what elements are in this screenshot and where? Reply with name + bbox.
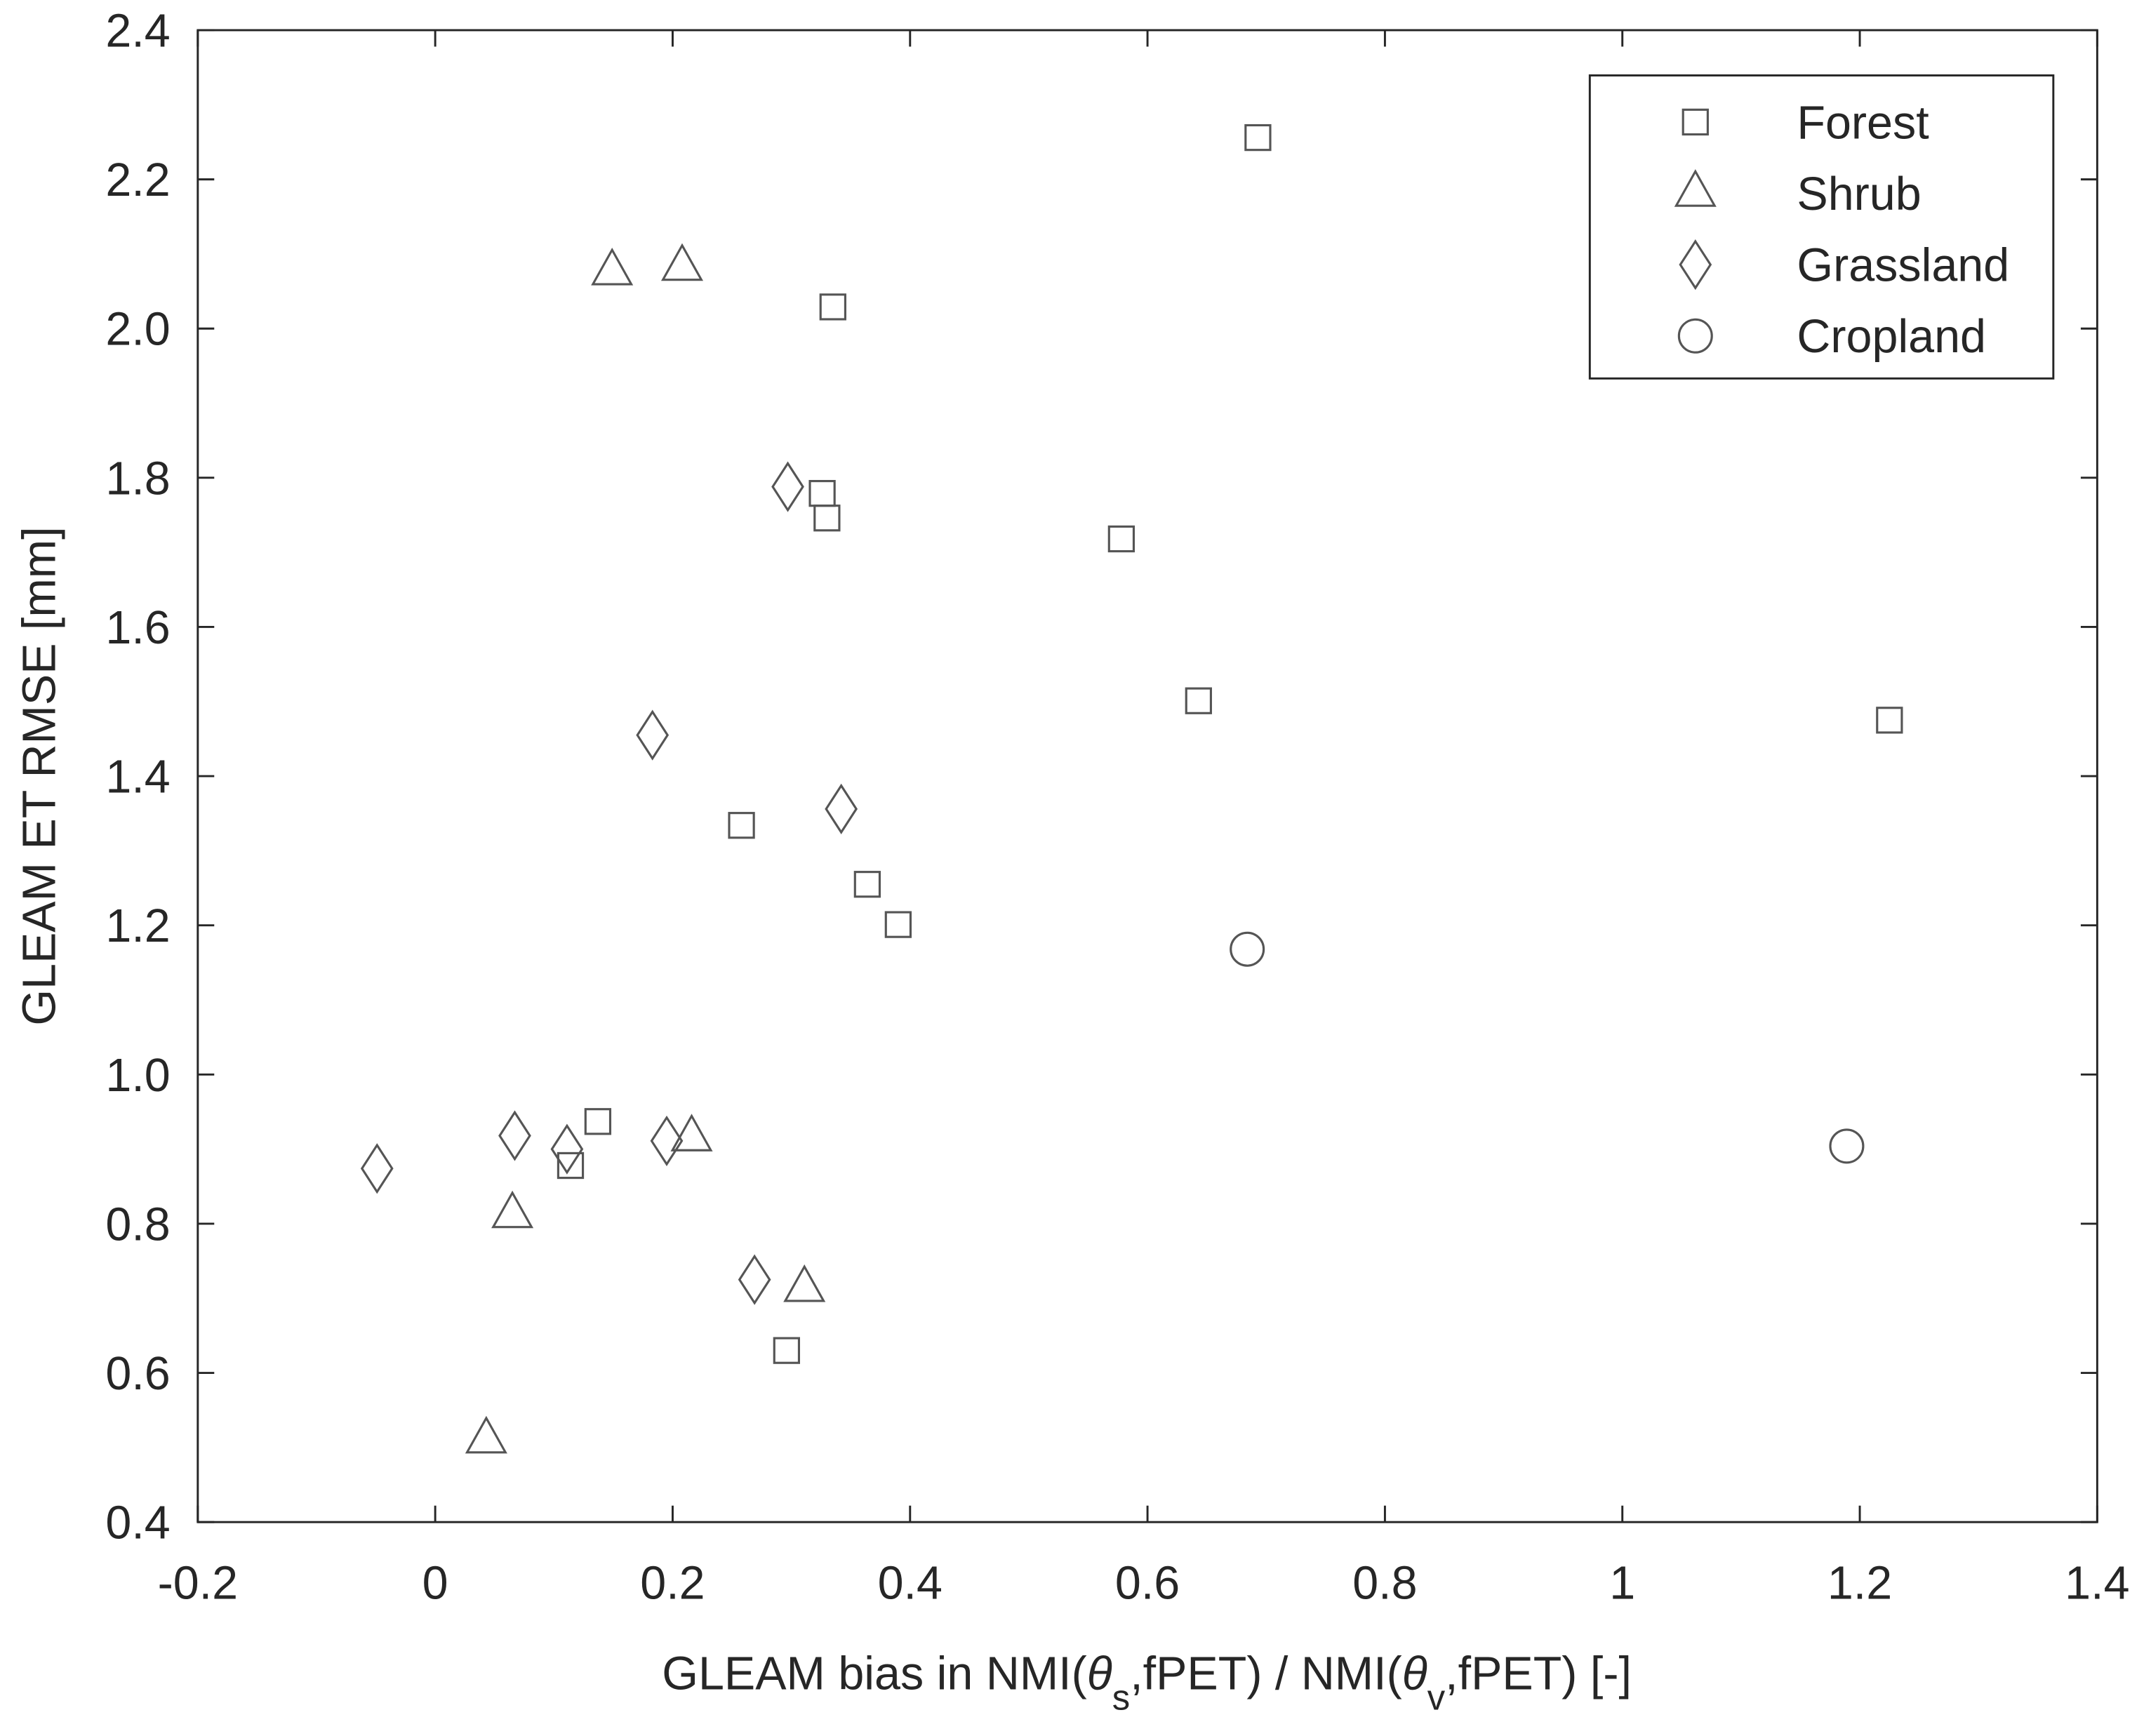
x-label-part: θ — [1087, 1648, 1112, 1700]
x-tick-label: 0.4 — [878, 1558, 943, 1610]
data-point — [853, 871, 881, 898]
data-point — [1107, 525, 1136, 553]
data-point — [1185, 687, 1212, 714]
x-label-part: GLEAM bias in NMI( — [662, 1648, 1086, 1700]
y-tick-label: 0.4 — [105, 1497, 170, 1549]
y-tick-label: 1.8 — [105, 453, 170, 505]
y-tick-label: 1.2 — [105, 900, 170, 952]
x-label-part: v — [1427, 1677, 1446, 1717]
y-tick-label: 2.0 — [105, 304, 170, 356]
data-point — [771, 461, 804, 512]
x-label-part: θ — [1402, 1648, 1427, 1700]
x-label-part: ,fPET) / NMI( — [1130, 1648, 1402, 1700]
data-point — [1244, 123, 1272, 152]
legend-marker — [1679, 239, 1712, 291]
data-point — [1230, 931, 1265, 967]
x-tick-label: -0.2 — [158, 1558, 238, 1610]
y-tick-label: 0.8 — [105, 1198, 170, 1250]
data-point — [670, 1114, 713, 1151]
data-point — [557, 1151, 585, 1180]
legend-marker — [1677, 318, 1713, 354]
y-tick-label: 0.6 — [105, 1348, 170, 1400]
legend-label: Grassland — [1797, 240, 2009, 292]
legend-marker — [1674, 169, 1717, 207]
data-point — [465, 1415, 507, 1454]
data-point — [660, 243, 704, 281]
data-point — [1829, 1128, 1865, 1164]
data-point — [884, 911, 912, 938]
data-point — [584, 1108, 612, 1135]
data-point — [550, 1123, 584, 1175]
x-label-part: ,fPET) [-] — [1445, 1648, 1632, 1700]
data-point — [498, 1110, 531, 1161]
y-tick-label: 2.2 — [105, 154, 170, 206]
data-point — [360, 1143, 394, 1194]
data-point — [738, 1254, 771, 1305]
data-point — [773, 1337, 801, 1364]
y-tick-label: 2.4 — [105, 5, 170, 57]
x-tick-label: 0 — [422, 1558, 448, 1610]
data-point — [819, 293, 846, 321]
data-point — [783, 1264, 826, 1302]
x-tick-label: 0.8 — [1352, 1558, 1417, 1610]
data-point — [728, 812, 755, 839]
x-tick-label: 0.6 — [1115, 1558, 1180, 1610]
y-tick-label: 1.0 — [105, 1050, 170, 1102]
legend-marker — [1681, 108, 1709, 136]
data-point — [825, 783, 858, 834]
x-tick-label: 1.2 — [1827, 1558, 1892, 1610]
legend-label: Shrub — [1797, 168, 1921, 220]
x-axis-label: GLEAM bias in NMI(θs,fPET) / NMI(θv,fPET… — [662, 1648, 1632, 1717]
data-point — [491, 1190, 534, 1229]
data-point — [1876, 707, 1903, 734]
x-tick-label: 0.2 — [640, 1558, 705, 1610]
y-tick-label: 1.4 — [105, 752, 170, 803]
x-label-part: s — [1112, 1677, 1130, 1717]
x-tick-label: 1 — [1609, 1558, 1635, 1610]
legend-label: Forest — [1797, 97, 1929, 149]
data-point — [591, 247, 634, 286]
legend-box — [1588, 74, 2055, 380]
data-point — [636, 709, 670, 761]
data-point — [813, 505, 841, 532]
data-point — [650, 1115, 684, 1167]
y-axis-label: GLEAM ET RMSE [mm] — [14, 526, 66, 1025]
legend-label: Cropland — [1797, 311, 1986, 363]
x-tick-label: 1.4 — [2065, 1558, 2129, 1610]
y-tick-label: 1.6 — [105, 602, 170, 654]
plot-frame — [197, 29, 2098, 1523]
